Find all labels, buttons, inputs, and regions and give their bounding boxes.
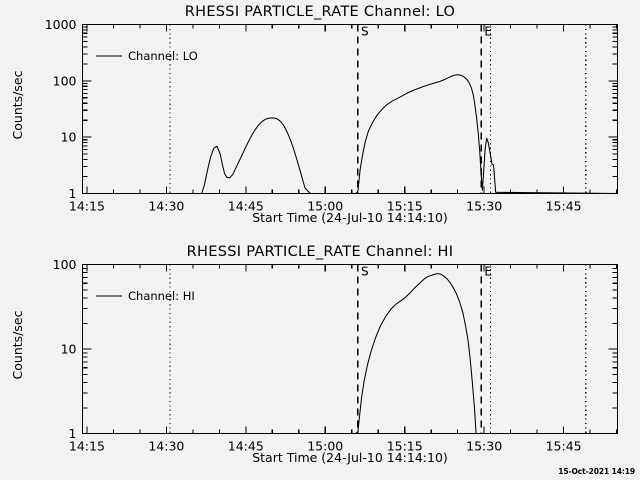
event-label-s: S [361,265,369,279]
chart-panel-lo: RHESSI PARTICLE_RATE Channel: LO Counts/… [0,0,640,240]
x-tick-label: 15:30 [466,199,502,214]
axis-ticks-lo: 14:15 14:30 14:45 15:00 15:15 15:30 15:45 1000 1… [45,17,618,214]
event-label-s: S [361,25,369,39]
legend-label-hi: Channel: HI [128,289,195,303]
plot-frame-lo [81,23,619,195]
y-tick-label: 100 [53,73,77,88]
legend-lo: Channel: LO [96,49,198,63]
chart-panel-hi: RHESSI PARTICLE_RATE Channel: HI Counts/… [0,240,640,480]
y-tick-label: 10 [61,342,77,357]
panel-background-lo [0,0,640,240]
y-axis-label-hi: Counts/sec [10,310,25,379]
x-tick-label: 14:30 [148,199,184,214]
series-line [81,74,619,195]
render-timestamp: 15-Oct-2021 14:19 [558,467,635,476]
plot-svg-hi: RHESSI PARTICLE_RATE Channel: HI Counts/… [0,240,640,480]
x-tick-label: 15:15 [387,439,423,454]
panel-background-hi [0,240,640,480]
plot-frame-hi [81,263,619,435]
x-axis-label-hi: Start Time (24-Jul-10 14:14:10) [252,450,448,465]
y-tick-label: 1 [69,186,77,201]
x-tick-label: 15:30 [466,439,502,454]
x-tick-label: 15:15 [387,199,423,214]
y-axis-label-lo: Counts/sec [10,70,25,139]
series-line [81,273,619,435]
x-tick-label: 14:45 [228,199,264,214]
x-axis-label-lo: Start Time (24-Jul-10 14:14:10) [252,210,448,225]
guide-lines-hi [169,264,587,434]
event-label-e: E [484,265,492,279]
y-tick-label: 10 [61,130,77,145]
x-tick-label: 15:45 [546,199,582,214]
x-tick-label: 15:00 [307,439,343,454]
y-tick-label: 100 [53,257,77,272]
event-label-e: E [484,25,492,39]
panel-title-lo: RHESSI PARTICLE_RATE Channel: LO [185,4,455,20]
panel-title-hi: RHESSI PARTICLE_RATE Channel: HI [187,244,454,260]
plot-svg-lo: RHESSI PARTICLE_RATE Channel: LO Counts/… [0,0,640,240]
x-tick-label: 15:00 [307,199,343,214]
x-tick-label: 14:15 [69,199,105,214]
y-tick-label: 1 [69,426,77,441]
x-tick-label: 14:15 [69,439,105,454]
y-tick-label: 1000 [45,17,77,32]
data-curve-lo [81,74,619,195]
axis-ticks-hi: 14:15 14:30 14:45 15:00 15:15 15:30 15:45 100 10… [53,257,618,454]
data-curve-hi [81,273,619,435]
x-tick-label: 14:45 [228,439,264,454]
guide-lines-lo [169,24,587,194]
legend-hi: Channel: HI [96,289,195,303]
legend-label-lo: Channel: LO [128,49,198,63]
x-tick-label: 14:30 [148,439,184,454]
x-tick-label: 15:45 [546,439,582,454]
